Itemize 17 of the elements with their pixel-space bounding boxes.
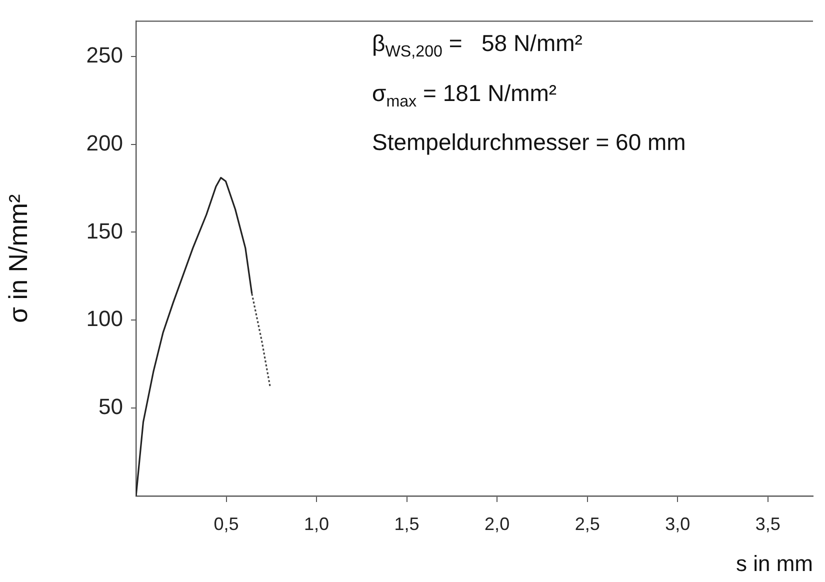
y-tick-label: 100 xyxy=(86,306,123,332)
x-axis-title: s in mm xyxy=(736,550,813,576)
y-axis-title: σ in N/mm² xyxy=(2,194,33,323)
x-tick-label: 1,0 xyxy=(304,514,330,534)
x-tick-label: 2,0 xyxy=(484,514,510,534)
y-tick-label: 200 xyxy=(86,130,123,156)
x-tick-label: 3,0 xyxy=(665,514,690,534)
x-tick-label: 0,5 xyxy=(214,514,239,534)
x-tick-label: 3,5 xyxy=(755,514,780,534)
x-tick-label: 2,5 xyxy=(574,514,600,534)
annotation: β$_{WS,200}$ = 58 N/mm² xyxy=(372,30,584,62)
y-tick-label: 150 xyxy=(86,218,123,244)
annotation: Stempeldurchmesser = 60 mm xyxy=(372,129,686,156)
y-tick-label: 50 xyxy=(98,394,123,420)
y-tick-label: 250 xyxy=(86,42,123,68)
x-tick-label: 1,5 xyxy=(394,514,420,534)
annotation: σ$_{max}$ = 181 N/mm² xyxy=(372,80,558,112)
